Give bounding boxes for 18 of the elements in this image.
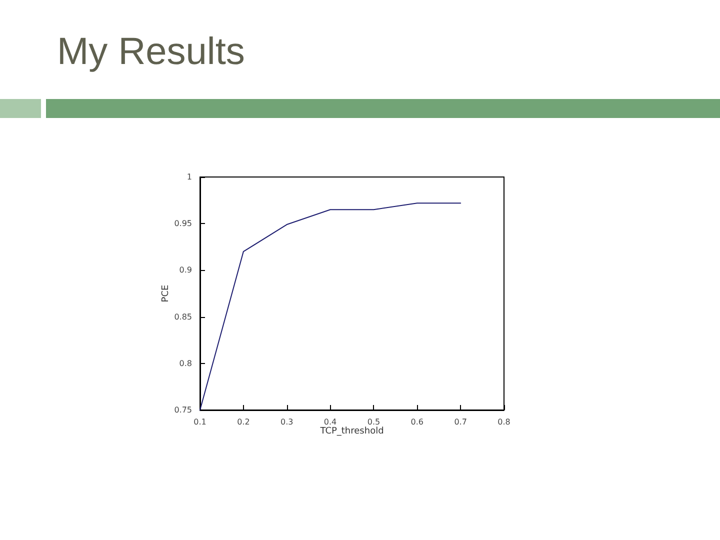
x-tick-label: 0.8 [498, 418, 510, 426]
x-tick-label: 0.6 [410, 418, 424, 426]
y-tick-label: 0.95 [174, 219, 192, 228]
x-axis-title: TCP_threshold [319, 426, 384, 436]
x-tick-label: 0.4 [324, 418, 337, 426]
y-tick-label: 0.8 [179, 358, 192, 368]
chart-title: My Results [57, 31, 245, 73]
y-tick-label: 0.75 [174, 406, 192, 414]
y-axis-title: PCE [160, 284, 171, 302]
x-tick-label: 0.7 [454, 418, 467, 426]
y-tick-label: 0.85 [174, 312, 192, 322]
y-tick-label: 0.9 [179, 266, 192, 275]
x-tick-label: 0.3 [280, 418, 294, 426]
x-tick-label: 0.2 [237, 418, 250, 426]
x-tick-label: 0.1 [194, 418, 206, 426]
x-tick-label: 0.5 [367, 418, 380, 426]
y-tick-label: 1 [186, 172, 192, 182]
line-series [200, 202, 462, 410]
